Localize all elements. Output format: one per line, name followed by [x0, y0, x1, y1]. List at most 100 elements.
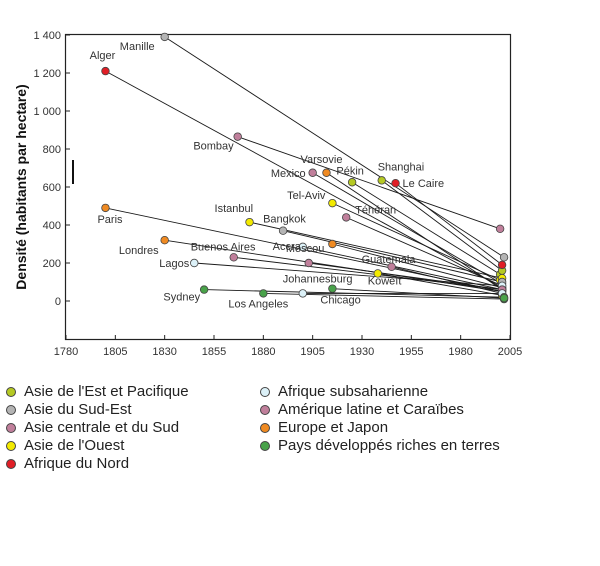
trajectory-line	[332, 288, 505, 299]
city-label: Bombay	[193, 141, 234, 153]
legend-swatch	[6, 422, 16, 433]
start-point	[387, 262, 396, 271]
city-label: Los Angeles	[228, 298, 288, 310]
x-axis-ticks: 1780 1805 1830 1855 1880 1905 1930 1955 1980 2005	[54, 335, 522, 358]
legend-label: Europe et Japon	[278, 419, 389, 436]
city-label: Paris	[97, 214, 123, 226]
legend-label: Afrique subsaharienne	[278, 383, 429, 400]
trajectory-line	[332, 202, 501, 281]
y-tick-label: 600	[43, 182, 61, 194]
city-label: Moscou	[286, 243, 325, 255]
trajectory-line	[308, 262, 503, 291]
x-tick-label: 1955	[399, 346, 423, 358]
plot-frame	[64, 33, 512, 341]
connector-lines	[105, 36, 505, 300]
x-tick-label: 1855	[202, 346, 226, 358]
start-point	[160, 32, 169, 42]
start-point	[229, 253, 238, 262]
trajectory-line	[237, 136, 501, 230]
city-label: Accra	[273, 241, 302, 253]
trajectory-line	[105, 70, 503, 289]
end-point	[495, 224, 505, 233]
legend-label: Amérique latine et Caraïbes	[278, 401, 464, 418]
city-label: Tel-Aviv	[287, 190, 326, 202]
end-points	[495, 224, 509, 304]
x-tick-label: 1805	[103, 346, 127, 358]
legend-item: Asie du Sud-Est	[6, 401, 132, 418]
trajectory-line	[249, 221, 503, 279]
start-point	[308, 168, 317, 177]
trajectory-line	[302, 246, 503, 291]
city-label: Sydney	[163, 292, 200, 304]
city-label: Londres	[119, 245, 159, 257]
end-point	[499, 293, 509, 303]
start-point	[190, 258, 199, 268]
legend-swatch	[260, 386, 270, 397]
y-tick-label: 1 000	[33, 106, 61, 118]
x-tick-label: 1980	[448, 346, 472, 358]
city-label: Téhéran	[355, 204, 396, 216]
legend-item: Afrique du Nord	[6, 455, 129, 472]
start-point	[101, 203, 110, 213]
start-point	[328, 198, 337, 208]
y-tick-label: 400	[43, 220, 61, 232]
city-labels: Manille Alger Bombay Varsovie Mexico Pékin Sha…	[90, 41, 445, 310]
start-point	[328, 284, 337, 293]
density-chart: Densité (habitants par hectare) 0 200 400 6…	[13, 30, 522, 358]
start-point	[373, 269, 382, 278]
legend-item: Asie centrale et du Sud	[6, 419, 179, 436]
start-point	[233, 132, 242, 141]
trajectory-line	[395, 182, 503, 266]
trajectory-line	[233, 256, 503, 291]
trajectory-line	[351, 181, 501, 275]
start-point	[391, 178, 400, 188]
legend-item: Asie de l'Est et Pacifique	[6, 383, 189, 400]
start-point	[342, 213, 351, 222]
trajectory-line	[326, 172, 503, 290]
legend-item: Asie de l'Ouest	[6, 437, 124, 454]
trajectory-line	[381, 179, 503, 271]
city-label: Mexico	[271, 168, 306, 180]
legend-item: Amérique latine et Caraïbes	[260, 401, 464, 418]
city-label: Istanbul	[215, 203, 254, 215]
trajectory-line	[164, 36, 505, 258]
legend-item: Europe et Japon	[260, 419, 388, 436]
trajectory-line	[346, 216, 503, 287]
trajectory-line	[377, 273, 503, 296]
start-points	[101, 32, 400, 298]
legend-item: Pays développés riches en terres	[260, 437, 500, 454]
city-label: Lagos	[159, 258, 189, 270]
start-point	[377, 176, 386, 185]
start-point	[304, 258, 313, 268]
legend-label: Afrique du Nord	[24, 455, 130, 472]
legend-label: Asie de l'Est et Pacifique	[24, 383, 189, 400]
city-label: Chicago	[320, 295, 360, 307]
y-tick-label: 800	[43, 144, 61, 156]
end-point	[497, 260, 507, 270]
start-point	[101, 66, 110, 76]
city-label: Manille	[120, 41, 155, 53]
legend-swatch	[260, 422, 270, 433]
x-tick-label: 1905	[300, 346, 324, 358]
city-label: Buenos Aires	[191, 241, 256, 253]
start-point	[298, 289, 307, 298]
y-tick-label: 1 400	[33, 30, 61, 42]
legend-swatch	[260, 440, 270, 451]
trajectory-line	[332, 243, 503, 289]
legend-swatch	[6, 386, 16, 397]
start-point	[259, 289, 268, 298]
city-label: Alger	[90, 50, 116, 62]
city-label: Le Caire	[403, 178, 445, 190]
y-axis-label: Densité (habitants par hectare)	[13, 84, 29, 289]
start-point	[328, 239, 337, 249]
legend-swatch	[6, 440, 16, 451]
legend-label: Asie de l'Ouest	[24, 437, 125, 454]
y-tick-label: 1 200	[33, 68, 61, 80]
city-label: Guatemala	[362, 254, 417, 266]
start-point	[278, 226, 288, 235]
end-point	[499, 253, 509, 262]
start-point	[160, 235, 169, 245]
y-tick-label: 200	[43, 258, 61, 270]
trajectory-line	[204, 289, 505, 298]
city-label: Shanghai	[378, 161, 425, 173]
